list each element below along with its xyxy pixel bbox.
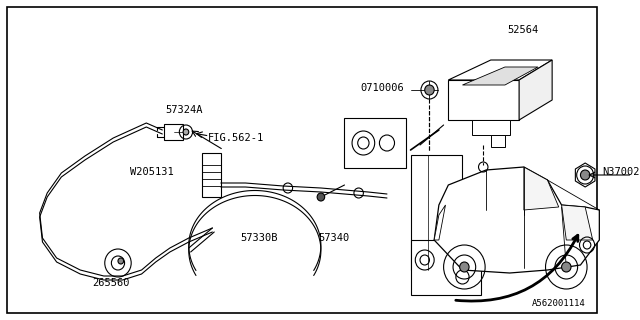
Circle shape xyxy=(580,170,590,180)
Bar xyxy=(491,135,505,147)
Text: 57324A: 57324A xyxy=(165,105,203,115)
Polygon shape xyxy=(519,60,552,120)
Bar xyxy=(202,153,221,197)
Text: FIG.562-1: FIG.562-1 xyxy=(207,133,264,143)
Text: A562001114: A562001114 xyxy=(531,299,585,308)
Circle shape xyxy=(183,129,189,135)
Text: 57330B: 57330B xyxy=(241,233,278,243)
Circle shape xyxy=(317,193,324,201)
Polygon shape xyxy=(448,80,519,120)
Bar xyxy=(164,124,183,140)
Text: 57340: 57340 xyxy=(318,233,349,243)
Circle shape xyxy=(561,262,571,272)
Text: W205131: W205131 xyxy=(131,167,174,177)
Polygon shape xyxy=(434,167,599,273)
Text: 0710006: 0710006 xyxy=(360,83,404,93)
Circle shape xyxy=(425,85,434,95)
Text: N37002: N37002 xyxy=(602,167,639,177)
Polygon shape xyxy=(448,60,552,80)
Circle shape xyxy=(118,258,124,264)
Bar xyxy=(411,155,463,270)
Bar xyxy=(472,120,509,135)
Polygon shape xyxy=(524,167,559,210)
Polygon shape xyxy=(434,205,445,240)
Bar xyxy=(411,240,481,295)
Circle shape xyxy=(460,262,469,272)
Bar xyxy=(344,118,406,168)
Text: 52564: 52564 xyxy=(508,25,539,35)
Text: 265560: 265560 xyxy=(93,278,130,288)
Polygon shape xyxy=(561,205,593,240)
Polygon shape xyxy=(463,67,538,85)
